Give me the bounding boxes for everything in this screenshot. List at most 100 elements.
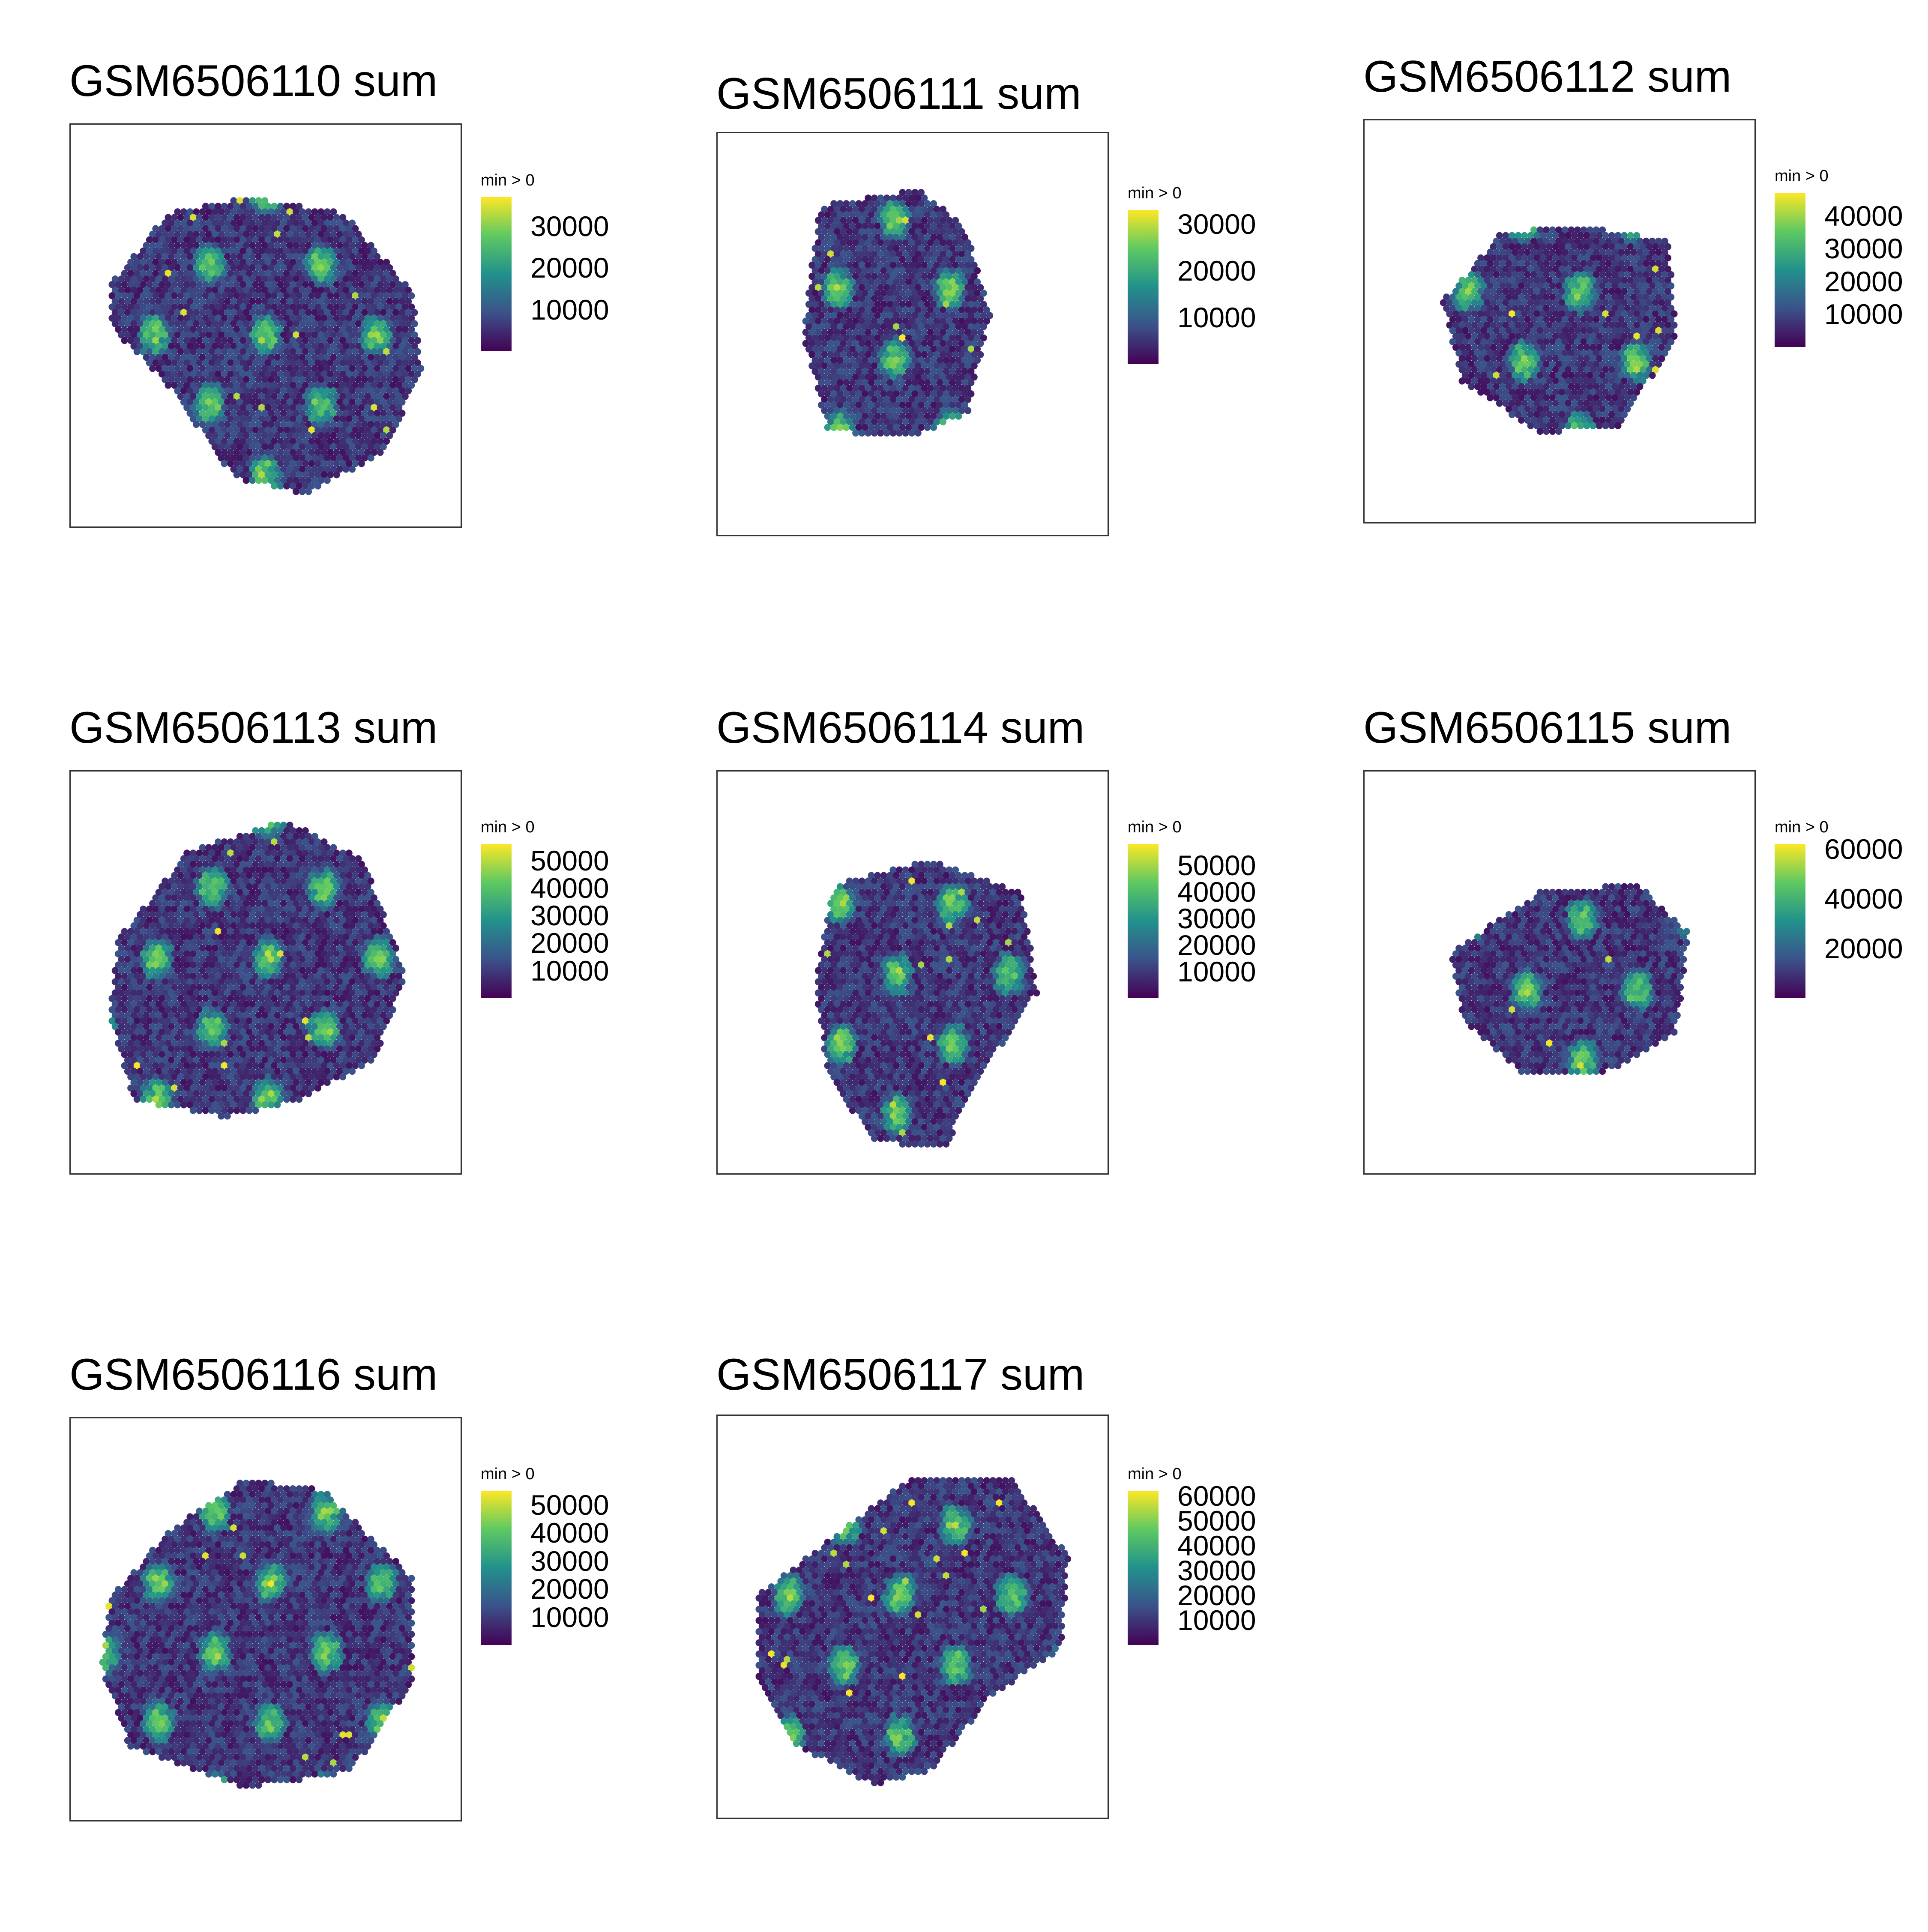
spot xyxy=(283,827,290,834)
spot xyxy=(289,258,296,266)
spot xyxy=(283,303,290,311)
spot xyxy=(292,242,299,249)
spot xyxy=(252,471,259,479)
spot xyxy=(140,303,147,311)
spot xyxy=(149,287,156,294)
spot xyxy=(336,287,343,294)
spot xyxy=(933,284,940,291)
spot xyxy=(292,287,299,294)
spot xyxy=(1558,344,1566,351)
spot xyxy=(1465,344,1472,351)
spot xyxy=(902,206,909,213)
spot xyxy=(283,269,290,277)
spot xyxy=(843,334,850,342)
tissue-spot-map xyxy=(802,189,994,437)
spot xyxy=(149,353,156,361)
spot xyxy=(383,359,390,367)
spot xyxy=(386,432,393,440)
spot xyxy=(896,407,903,414)
spot xyxy=(952,317,959,325)
spot xyxy=(289,303,296,311)
spot xyxy=(296,214,303,221)
spot xyxy=(1658,321,1665,329)
spot xyxy=(908,362,916,370)
spot xyxy=(1461,305,1469,312)
spot xyxy=(280,320,287,327)
spot xyxy=(943,245,950,252)
spot xyxy=(1565,299,1572,306)
spot xyxy=(377,258,384,266)
spot xyxy=(171,281,178,288)
spot xyxy=(1577,332,1584,340)
spot xyxy=(289,247,296,255)
spot xyxy=(349,432,356,440)
spot xyxy=(205,219,213,227)
spot xyxy=(877,239,884,247)
spot xyxy=(355,911,362,918)
spot xyxy=(146,236,153,244)
spot xyxy=(261,833,269,840)
spot xyxy=(158,247,165,255)
spot xyxy=(374,275,381,283)
spot xyxy=(1461,327,1469,335)
spot xyxy=(240,883,247,891)
spot xyxy=(930,222,937,230)
spot xyxy=(271,939,278,946)
spot xyxy=(189,961,197,969)
spot xyxy=(1552,232,1559,239)
spot xyxy=(330,376,337,383)
spot xyxy=(827,340,834,347)
spot xyxy=(405,376,412,383)
spot xyxy=(1661,260,1668,267)
spot xyxy=(1599,248,1606,256)
spot xyxy=(896,217,903,224)
spot xyxy=(355,298,362,305)
spot xyxy=(824,290,831,297)
spot xyxy=(230,287,237,294)
spot xyxy=(224,933,231,941)
spot xyxy=(377,950,384,957)
spot xyxy=(1536,428,1544,435)
spot xyxy=(227,214,234,221)
spot xyxy=(155,922,162,930)
tissue-spot-map xyxy=(108,821,406,1120)
spot xyxy=(1633,355,1641,362)
spot xyxy=(818,390,825,398)
spot xyxy=(211,253,219,260)
spot xyxy=(858,362,865,370)
spot xyxy=(883,429,890,437)
spot xyxy=(1496,321,1503,329)
spot xyxy=(221,437,228,445)
spot xyxy=(240,838,247,846)
spot xyxy=(821,351,828,359)
spot xyxy=(183,337,191,344)
spot xyxy=(1539,321,1547,329)
spot xyxy=(1661,338,1668,346)
spot xyxy=(286,320,293,327)
spot xyxy=(130,275,138,283)
spot xyxy=(821,340,828,347)
spot xyxy=(1602,411,1609,418)
spot xyxy=(289,269,296,277)
spot xyxy=(1565,332,1572,340)
spot xyxy=(414,337,421,344)
spot xyxy=(374,967,381,974)
spot xyxy=(236,197,243,204)
spot xyxy=(177,370,184,378)
spot xyxy=(189,326,197,333)
spot xyxy=(967,256,975,263)
spot xyxy=(840,206,847,213)
spot xyxy=(836,368,844,375)
spot xyxy=(946,340,953,347)
spot xyxy=(811,345,819,353)
spot xyxy=(1668,327,1675,335)
spot xyxy=(974,301,981,308)
spot xyxy=(342,877,350,885)
spot xyxy=(252,348,259,356)
spot xyxy=(949,222,956,230)
spot xyxy=(911,222,919,230)
spot xyxy=(174,967,181,974)
spot xyxy=(1605,416,1612,424)
spot xyxy=(299,443,306,451)
spot xyxy=(1658,355,1665,362)
